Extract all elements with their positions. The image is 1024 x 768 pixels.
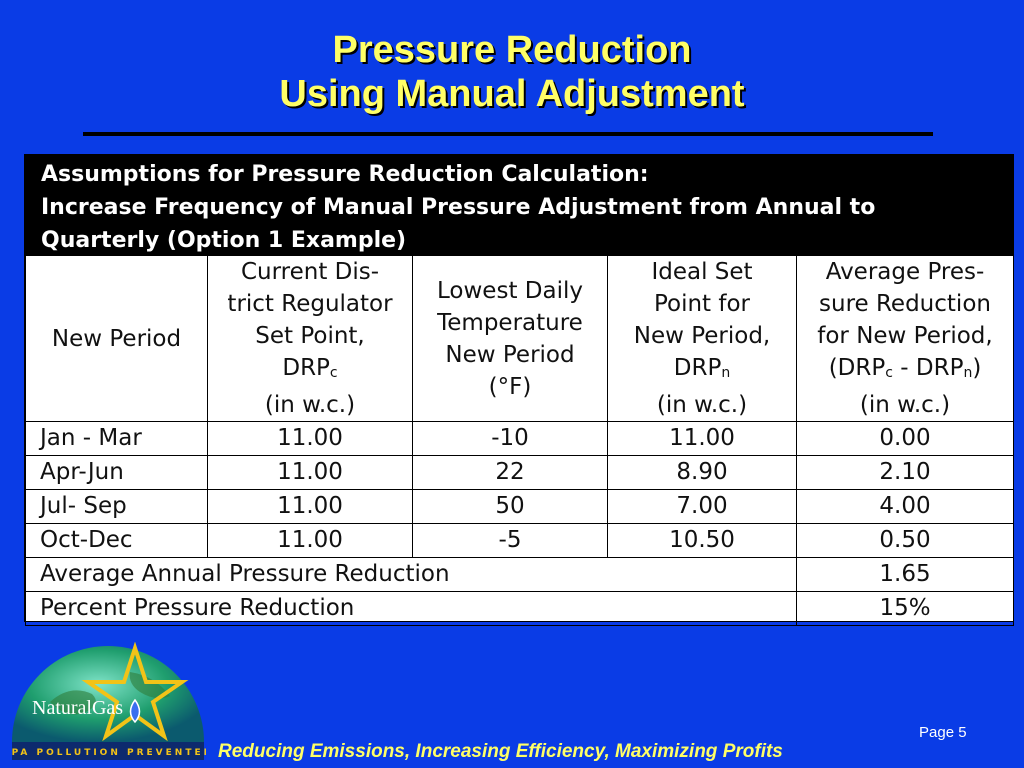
slide-title-line-1: Pressure Reduction [332, 29, 692, 71]
cell-current: 11.00 [207, 489, 413, 524]
cell-current: 11.00 [207, 523, 413, 558]
summary-label: Average Annual Pressure Reduction [25, 557, 797, 592]
column-header-lowest-temperature: Lowest Daily Temperature New Period (°F) [412, 255, 608, 422]
table-row: Apr-Jun 11.00 22 8.90 2.10 [25, 455, 1014, 490]
page-number: Page 5 [919, 724, 967, 741]
footer-tagline: Reducing Emissions, Increasing Efficienc… [218, 741, 783, 762]
column-header-new-period: New Period [25, 255, 208, 422]
summary-row-percent: Percent Pressure Reduction 15% [25, 591, 1014, 626]
cell-reduction: 0.50 [796, 523, 1014, 558]
cell-period: Jan - Mar [25, 421, 208, 456]
cell-temp: -10 [412, 421, 608, 456]
table-header-line-3: Quarterly (Option 1 Example) [41, 228, 407, 253]
cell-period: Jul- Sep [25, 489, 208, 524]
cell-temp: 22 [412, 455, 608, 490]
cell-temp: -5 [412, 523, 608, 558]
column-header-average-reduction: Average Pres-sure Reduction for New Perio… [796, 255, 1014, 422]
cell-ideal: 8.90 [607, 455, 797, 490]
table-row: Oct-Dec 11.00 -5 10.50 0.50 [25, 523, 1014, 558]
table-row: Jan - Mar 11.00 -10 11.00 0.00 [25, 421, 1014, 456]
table-header-band: Assumptions for Pressure Reduction Calcu… [25, 155, 1013, 255]
column-header-current-set-point: Current Dis-trict Regulator Set Point, DR… [207, 255, 413, 422]
table-header-line-1: Assumptions for Pressure Reduction Calcu… [41, 162, 649, 187]
title-divider [83, 132, 933, 136]
logo-program-text: EPA POLLUTION PREVENTER [10, 748, 206, 758]
cell-period: Apr-Jun [25, 455, 208, 490]
cell-temp: 50 [412, 489, 608, 524]
pressure-reduction-table: Assumptions for Pressure Reduction Calcu… [24, 154, 1014, 626]
cell-reduction: 0.00 [796, 421, 1014, 456]
natural-gas-star-logo: NaturalGas EPA POLLUTION PREVENTER [10, 642, 206, 760]
summary-row-average: Average Annual Pressure Reduction 1.65 [25, 557, 1014, 592]
table-row: Jul- Sep 11.00 50 7.00 4.00 [25, 489, 1014, 524]
cell-current: 11.00 [207, 421, 413, 456]
slide-title: Pressure Reduction Using Manual Adjustme… [0, 28, 1024, 116]
cell-reduction: 4.00 [796, 489, 1014, 524]
summary-value: 15% [796, 591, 1014, 626]
logo-brand-text: NaturalGas [32, 697, 123, 719]
summary-label: Percent Pressure Reduction [25, 591, 797, 626]
data-table: New Period Current Dis-trict Regulator Se… [25, 255, 1014, 626]
table-header-line-2: Increase Frequency of Manual Pressure Ad… [41, 195, 876, 220]
column-header-ideal-set-point: Ideal Set Point for New Period, DRPn (in w… [607, 255, 797, 422]
column-header-row: New Period Current Dis-trict Regulator Se… [25, 255, 1014, 422]
summary-value: 1.65 [796, 557, 1014, 592]
slide-title-line-2: Using Manual Adjustment [279, 73, 745, 115]
cell-period: Oct-Dec [25, 523, 208, 558]
flame-icon [129, 698, 141, 724]
cell-ideal: 7.00 [607, 489, 797, 524]
cell-current: 11.00 [207, 455, 413, 490]
cell-ideal: 11.00 [607, 421, 797, 456]
cell-ideal: 10.50 [607, 523, 797, 558]
cell-reduction: 2.10 [796, 455, 1014, 490]
